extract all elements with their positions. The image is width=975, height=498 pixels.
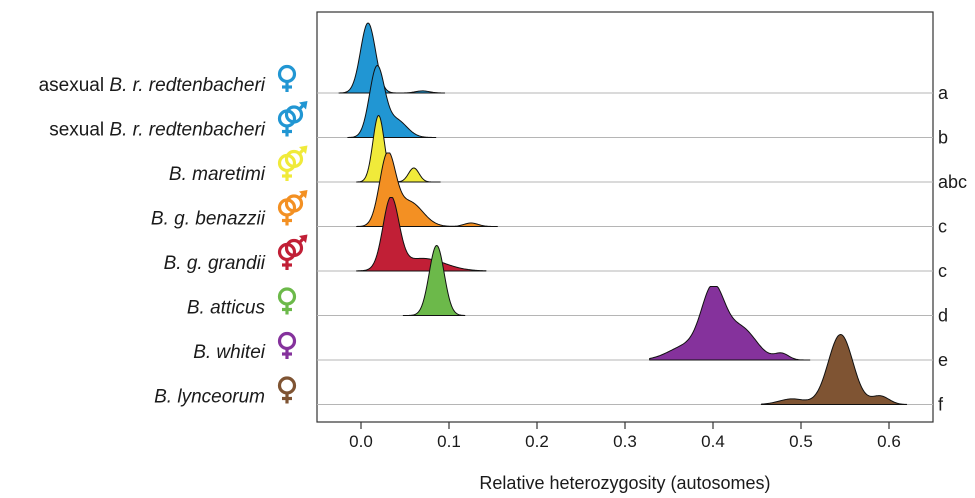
taxon-label: B. whitei <box>193 342 266 363</box>
taxon-label: B. maretimi <box>169 164 266 185</box>
taxon-prefix: sexual <box>49 120 109 141</box>
taxon-name: B. atticus <box>187 298 266 319</box>
ridge-density <box>347 65 437 138</box>
female-male-icon <box>277 190 308 226</box>
x-axis: 0.0 0.1 0.2 0.3 0.4 0.5 0.6 <box>349 422 901 451</box>
female-male-icon <box>277 234 308 270</box>
group-letter: e <box>938 350 948 370</box>
ridge-density <box>760 334 908 405</box>
ridge-density <box>356 197 487 272</box>
female-male-icon <box>277 145 308 181</box>
ridges <box>338 22 908 405</box>
female-icon <box>277 331 297 359</box>
sex-symbols <box>277 64 308 404</box>
group-letter: f <box>938 395 944 415</box>
group-letter: b <box>938 128 948 148</box>
x-axis-label: Relative heterozygosity (autosomes) <box>479 473 770 493</box>
taxon-name: B. whitei <box>193 342 266 363</box>
taxon-name: B. r. redtenbacheri <box>109 120 265 141</box>
taxon-label: sexual B. r. redtenbacheri <box>49 120 266 141</box>
female-male-icon <box>277 101 308 137</box>
taxon-prefix: asexual <box>39 75 110 96</box>
ridge-density <box>649 286 811 361</box>
taxon-label: B. g. grandii <box>164 253 266 274</box>
taxon-label: B. atticus <box>187 298 266 319</box>
taxon-name: B. g. benazzii <box>151 209 266 230</box>
group-letter: a <box>938 83 949 103</box>
x-tick-label: 0.4 <box>701 432 725 451</box>
taxon-name: B. r. redtenbacheri <box>109 75 265 96</box>
group-letter: c <box>938 217 947 237</box>
taxon-name: B. g. grandii <box>164 253 266 274</box>
female-icon <box>277 287 297 315</box>
female-icon <box>277 376 297 404</box>
female-icon <box>277 64 297 92</box>
ridge-density <box>338 22 446 94</box>
group-letter: abc <box>938 172 967 192</box>
x-tick-label: 0.2 <box>525 432 549 451</box>
x-tick-label: 0.5 <box>789 432 813 451</box>
group-letter: c <box>938 261 947 281</box>
taxon-label: asexual B. r. redtenbacheri <box>39 75 266 96</box>
taxon-name: B. lynceorum <box>154 387 265 408</box>
x-tick-label: 0.1 <box>437 432 461 451</box>
group-letter: d <box>938 306 948 326</box>
taxon-label: B. g. benazzii <box>151 209 266 230</box>
taxon-name: B. maretimi <box>169 164 266 185</box>
x-tick-label: 0.6 <box>877 432 901 451</box>
x-tick-label: 0.3 <box>613 432 637 451</box>
x-tick-label: 0.0 <box>349 432 373 451</box>
taxon-label: B. lynceorum <box>154 387 265 408</box>
ridge-density <box>402 245 466 316</box>
group-letters: a b abc c c d e f <box>938 83 967 415</box>
